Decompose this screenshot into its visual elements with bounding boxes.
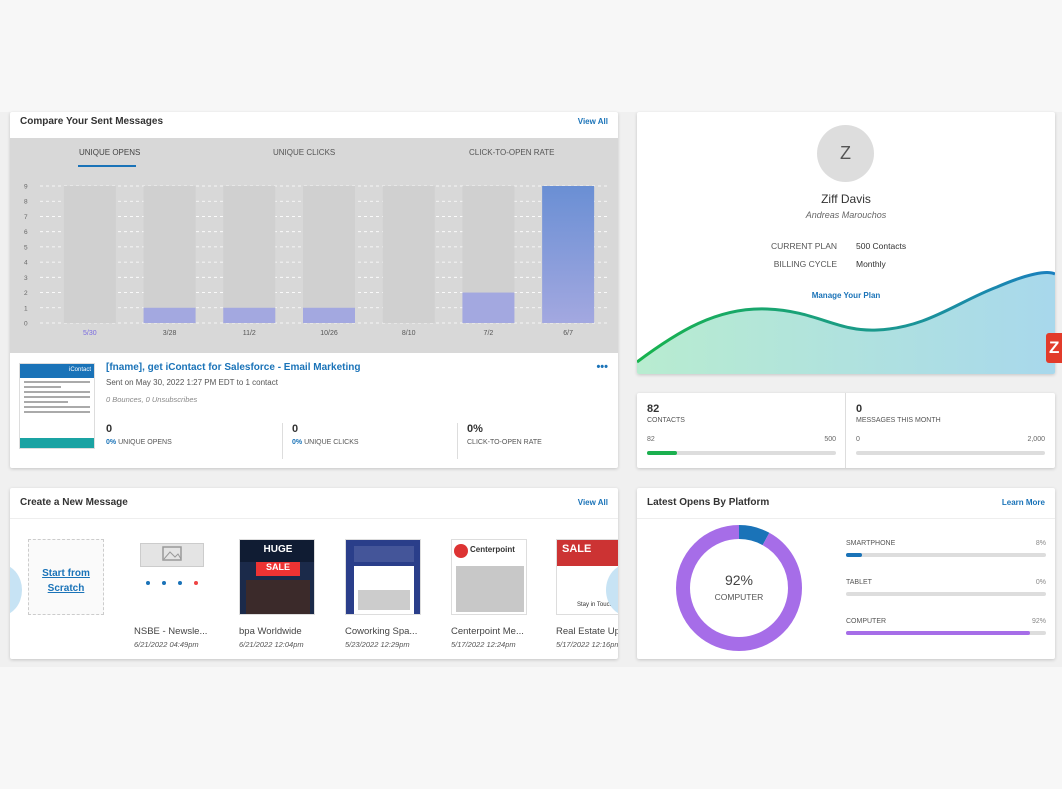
bar-7/2[interactable] <box>462 292 515 323</box>
template-card[interactable]: Coworking Spa... 5/23/2022 12:29pm <box>345 539 421 649</box>
contacts-progress-bar <box>647 451 836 455</box>
account-user: Andreas Marouchos <box>805 210 887 220</box>
bar-11/2[interactable] <box>223 307 276 323</box>
zd-badge-icon[interactable]: Z <box>1046 333 1062 363</box>
y-tick-label: 2 <box>24 290 28 297</box>
x-tick-label: 6/7 <box>563 330 573 337</box>
latest-opens-card: Latest Opens By Platform Learn More 92% … <box>637 488 1055 659</box>
x-tick-label: 7/2 <box>484 330 494 337</box>
x-tick-label: 8/10 <box>402 330 416 337</box>
x-tick-label: 3/28 <box>163 330 177 337</box>
start-from-scratch-button[interactable]: Start from Scratch <box>28 539 104 615</box>
plan-value: 500 Contacts <box>856 241 907 251</box>
image-placeholder-icon <box>146 546 198 585</box>
platform-computer: COMPUTER 92% <box>846 618 1046 635</box>
x-tick-label: 10/26 <box>320 330 338 337</box>
y-tick-label: 9 <box>24 184 28 191</box>
message-thumbnail[interactable]: iContact <box>19 363 95 449</box>
usage-stats-card: 82 CONTACTS 82 500 0 MESSAGES THIS MONTH… <box>637 393 1055 468</box>
stat-click-to-open: 0% CLICK-TO-OPEN RATE <box>467 423 542 446</box>
y-tick-label: 7 <box>24 214 28 221</box>
template-card[interactable]: Centerpoint Centerpoint Me... 5/17/2022 … <box>451 539 527 649</box>
compare-view-all-link[interactable]: View All <box>577 117 608 126</box>
active-tab-underline <box>78 165 136 167</box>
platform-donut-chart <box>676 525 802 651</box>
more-options-icon[interactable]: ••• <box>596 361 608 373</box>
create-view-all-link[interactable]: View All <box>577 498 608 507</box>
compare-messages-card: Compare Your Sent Messages View All UNIQ… <box>10 112 618 468</box>
donut-slice-computer[interactable] <box>676 525 802 651</box>
donut-center-pct: 92% <box>724 572 754 588</box>
manage-plan-link[interactable]: Manage Your Plan <box>811 291 881 300</box>
billing-value: Monthly <box>856 259 886 269</box>
bar-chart-svg: 0 1 2 3 4 5 6 7 8 9 5/30 3/28 11/2 10/26 8/10 7/2 6/7 <box>24 184 608 337</box>
thumbnail-brand: iContact <box>20 364 94 378</box>
bar-10/26[interactable] <box>303 307 355 323</box>
platform-tablet: TABLET 0% <box>846 579 1046 596</box>
stat-unique-clicks: 0 0% UNIQUE CLICKS <box>292 423 359 446</box>
avatar: Z <box>817 125 874 182</box>
bar-3/28[interactable] <box>143 307 196 323</box>
y-tick-label: 3 <box>24 275 28 282</box>
learn-more-link[interactable]: Learn More <box>1001 498 1045 507</box>
y-tick-label: 6 <box>24 229 28 236</box>
x-tick-label: 11/2 <box>243 330 256 337</box>
bar-background <box>382 186 435 323</box>
y-tick-label: 1 <box>24 305 28 312</box>
bar-6/7[interactable] <box>542 186 595 323</box>
message-title-link[interactable]: [fname], get iContact for Salesforce - E… <box>106 362 361 373</box>
carousel-next-button[interactable] <box>606 564 618 616</box>
bar-background <box>303 186 355 323</box>
bar-background <box>63 186 116 323</box>
account-name: Ziff Davis <box>821 192 871 206</box>
decorative-wave <box>637 271 1055 374</box>
bar-background <box>143 186 196 323</box>
billing-label: BILLING CYCLE <box>773 259 837 269</box>
create-title: Create a New Message <box>20 497 128 508</box>
create-message-card: Create a New Message View All Start from… <box>10 488 618 659</box>
platform-smartphone: SMARTPHONE 8% <box>846 540 1046 557</box>
contacts-stat: 82 CONTACTS 82 500 <box>637 393 846 468</box>
opens-title: Latest Opens By Platform <box>647 497 770 508</box>
donut-center-label: COMPUTER <box>714 592 764 602</box>
compare-title: Compare Your Sent Messages <box>20 116 164 127</box>
messages-stat: 0 MESSAGES THIS MONTH 0 2,000 <box>846 393 1055 468</box>
template-card[interactable]: HUGE SALE bpa Worldwide 6/21/2022 12:04p… <box>239 539 315 649</box>
carousel-prev-button[interactable] <box>10 564 22 616</box>
sent-message-row: iContact [fname], get iContact for Sales… <box>10 353 618 468</box>
x-tick-label: 5/30 <box>83 330 97 337</box>
account-profile-card: Z Ziff Davis Andreas Marouchos CURRENT P… <box>637 112 1055 374</box>
plan-label: CURRENT PLAN <box>771 241 837 251</box>
compare-chart: UNIQUE OPENS UNIQUE CLICKS CLICK-TO-OPEN… <box>10 138 618 353</box>
message-bounces: 0 Bounces, 0 Unsubscribes <box>106 395 198 404</box>
bar-background <box>223 186 276 323</box>
stat-unique-opens: 0 0% UNIQUE OPENS <box>106 423 172 446</box>
tab-unique-opens[interactable]: UNIQUE OPENS <box>79 148 141 157</box>
y-tick-label: 8 <box>24 199 28 206</box>
tab-unique-clicks[interactable]: UNIQUE CLICKS <box>273 148 336 157</box>
message-sent-info: Sent on May 30, 2022 1:27 PM EDT to 1 co… <box>106 378 278 387</box>
y-tick-label: 0 <box>24 321 28 328</box>
template-card[interactable]: NSBE - Newsle... 6/21/2022 04:49pm <box>134 539 210 649</box>
y-tick-label: 5 <box>24 244 28 251</box>
messages-progress-bar <box>856 451 1045 455</box>
tab-click-to-open-rate[interactable]: CLICK-TO-OPEN RATE <box>469 148 555 157</box>
y-tick-label: 4 <box>24 260 28 267</box>
